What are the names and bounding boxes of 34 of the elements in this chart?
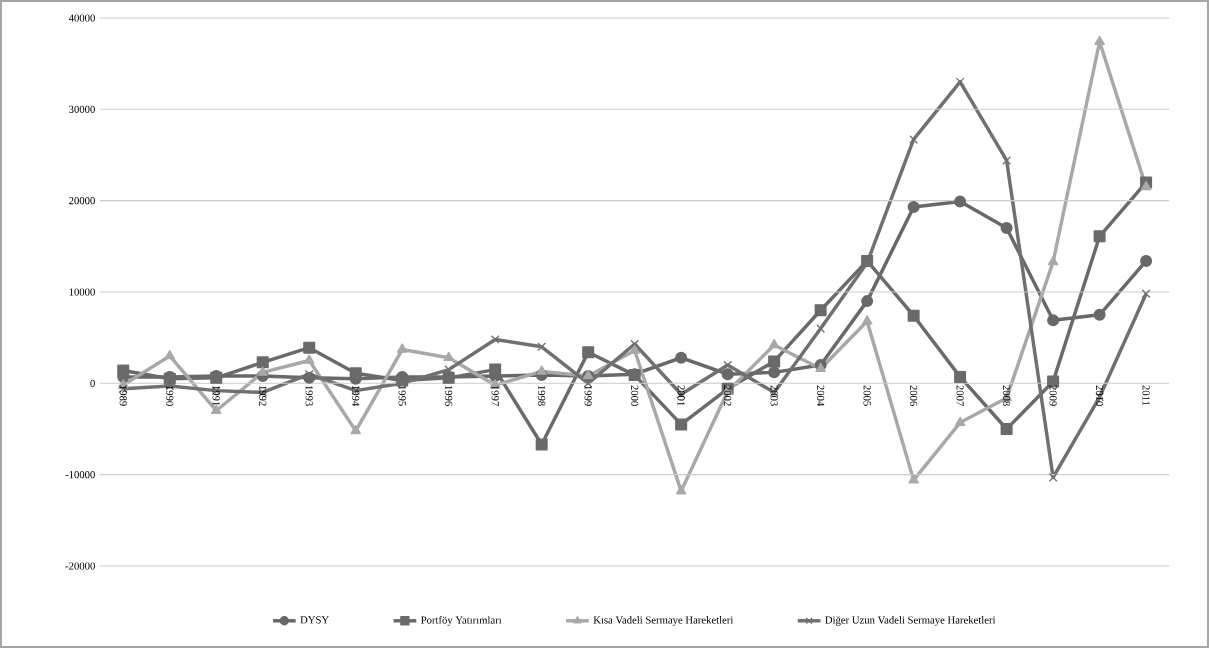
x-tick-label: 1993 (305, 385, 313, 406)
y-tick-label: 0 (90, 379, 95, 387)
y-tick-label: -20000 (65, 562, 95, 570)
x-tick-label: 1997 (491, 385, 499, 406)
x-tick-label: 1996 (445, 385, 453, 406)
x-tick-label: 1994 (352, 385, 360, 407)
legend-label: DYSY (300, 616, 329, 624)
x-tick-label: 2003 (770, 385, 778, 406)
x-tick-label: 2004 (817, 385, 825, 407)
x-tick-label: 1992 (259, 385, 267, 406)
legend-label: Kısa Vadeli Sermaye Hareketleri (593, 616, 734, 626)
x-tick-label: 1995 (398, 385, 406, 406)
x-tick-label: 1999 (584, 385, 592, 406)
y-tick-label: 20000 (69, 197, 95, 205)
x-tick-label: 2007 (956, 385, 964, 406)
x-tick-label: 2001 (677, 385, 685, 406)
legend-label: Portföy Yatırımları (421, 616, 502, 626)
x-tick-label: 1998 (538, 385, 546, 406)
y-tick-label: 10000 (69, 288, 95, 296)
x-tick-label: 2011 (1142, 385, 1150, 406)
x-tick-label: 2010 (1096, 385, 1104, 406)
x-tick-label: 1989 (119, 385, 127, 406)
x-tick-label: 2008 (1003, 385, 1011, 406)
x-tick-label: 2009 (1049, 385, 1057, 406)
legend-label: Diğer Uzun Vadeli Sermaye Hareketleri (825, 616, 996, 626)
y-tick-label: 30000 (69, 105, 95, 113)
x-tick-label: 2000 (631, 385, 639, 406)
x-tick-label: 2002 (724, 385, 732, 406)
x-tick-label: 2005 (863, 385, 871, 406)
y-tick-label: 40000 (68, 14, 95, 22)
x-tick-label: 1990 (166, 385, 174, 406)
x-tick-label: 1991 (212, 385, 220, 406)
y-tick-label: -10000 (65, 471, 95, 479)
x-tick-label: 2006 (910, 385, 918, 406)
